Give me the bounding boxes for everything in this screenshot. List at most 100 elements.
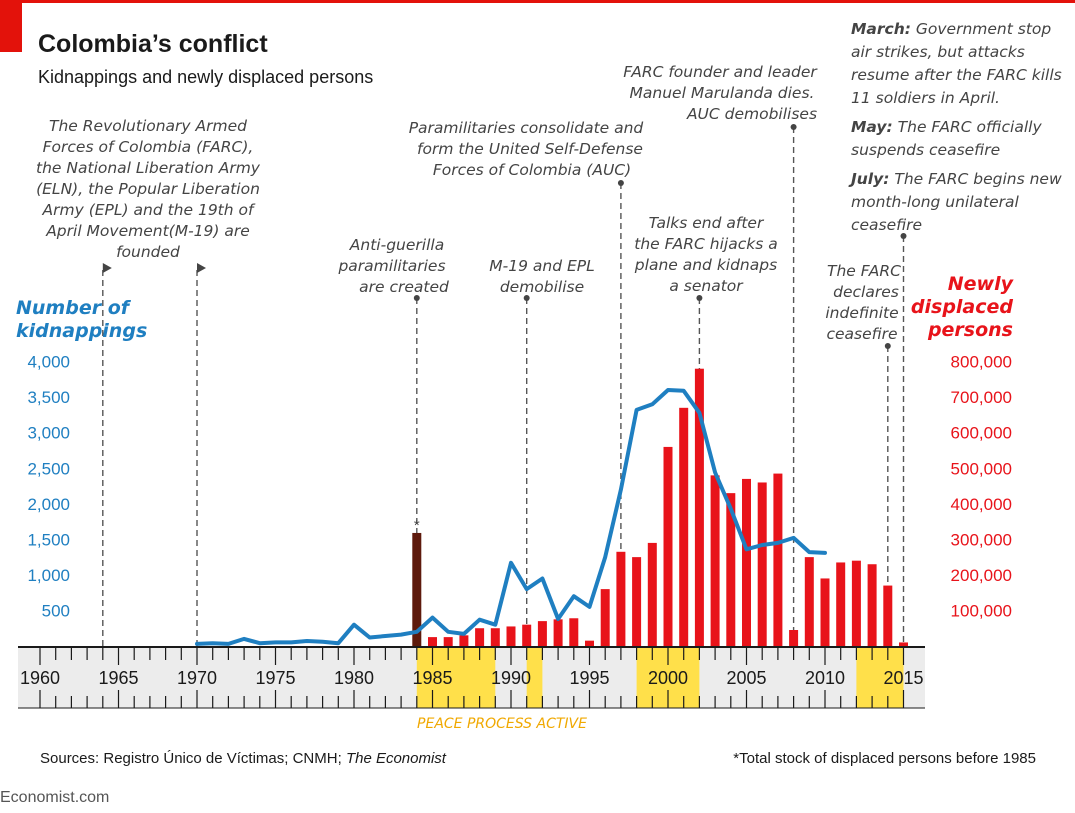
peace-band <box>416 648 496 708</box>
annotation-anti-guerilla: Anti-guerilla paramilitaries are created <box>337 236 449 296</box>
peace-process-label: PEACE PROCESS ACTIVE <box>417 716 587 732</box>
chart-title: Colombia’s conflict <box>38 30 268 58</box>
annotation-july-line: The FARC begins new <box>889 170 1062 188</box>
event-marker-dot <box>413 295 420 301</box>
annotation-founded-line: Forces of Colombia (FARC), <box>43 138 254 156</box>
displaced-bar <box>883 585 893 646</box>
annotation-auc: Paramilitaries consolidate and form the … <box>409 119 644 179</box>
annotation-m19-line: M-19 and EPL <box>489 257 594 275</box>
annotation-july: July: The FARC begins new <box>848 170 1062 188</box>
annotation-may-line: The FARC officially <box>893 118 1043 136</box>
right-tick-label: 300,000 <box>951 530 1012 549</box>
displaced-bar <box>490 628 500 646</box>
event-flag-marker <box>102 263 112 273</box>
right-tick-label: 600,000 <box>951 424 1012 443</box>
displaced-bar <box>459 635 469 646</box>
event-flag-marker <box>197 263 206 273</box>
event-marker-dot <box>523 295 530 301</box>
displaced-bar <box>694 368 704 646</box>
left-tick-label: 1,000 <box>27 566 70 585</box>
peace-band <box>856 648 904 708</box>
displaced-bar <box>742 478 751 646</box>
right-tick-label: 800,000 <box>951 353 1012 372</box>
annotation-anti-guerilla-line: paramilitaries <box>337 257 445 275</box>
brand-top-rule <box>0 0 1075 3</box>
x-tick-label: 1960 <box>20 668 60 688</box>
left-tick-label: 2,000 <box>27 495 70 514</box>
right-tick-label: 400,000 <box>951 495 1012 514</box>
left-axis-title-line-1: Number of <box>16 297 132 319</box>
x-tick-label: 1975 <box>255 668 295 688</box>
displaced-bar <box>632 557 642 646</box>
left-tick-label: 3,500 <box>27 388 70 407</box>
right-tick-label: 100,000 <box>951 601 1012 620</box>
annotation-founded-line: April Movement(M-19) are <box>45 222 250 240</box>
displaced-bar <box>585 640 594 646</box>
x-tick-label: 2000 <box>648 668 688 688</box>
left-axis-ticks: 500 1,000 1,500 2,000 2,500 3,000 3,500 4,000 <box>27 353 70 621</box>
annotation-anti-guerilla-line: are created <box>359 278 449 296</box>
displaced-bar <box>710 475 720 646</box>
annotation-marulanda: FARC founder and leader Manuel Marulanda… <box>623 63 818 123</box>
sources-prefix: Sources: Registro Único de Víctimas; CNM… <box>40 750 346 767</box>
brand-red-tab <box>0 0 22 52</box>
annotation-ceasefire-line: ceasefire <box>826 325 897 343</box>
annotation-founded-line: The Revolutionary Armed <box>49 117 247 135</box>
right-axis-ticks: 100,000 200,000 300,000 400,000 500,000 600,0… <box>951 353 1012 621</box>
annotation-founded-line: (ELN), the Popular Liberation <box>36 180 260 198</box>
displaced-bar <box>569 618 579 646</box>
left-tick-label: 4,000 <box>27 353 70 372</box>
annotation-may: May: The FARC officially <box>851 118 1042 136</box>
peace-band <box>526 648 543 708</box>
annotation-ceasefire-line: indefinite <box>825 304 898 322</box>
x-tick-label: 2005 <box>726 668 766 688</box>
displaced-bar <box>663 446 673 646</box>
annotation-founded-line: Army (EPL) and the 19th of <box>42 201 256 219</box>
displaced-bar <box>475 628 485 646</box>
displaced-bar <box>726 493 736 646</box>
displaced-bar <box>647 542 657 646</box>
stock-bar-asterisk: * <box>414 517 420 534</box>
x-tick-label: 1970 <box>177 668 217 688</box>
annotation-may-label: May: <box>851 118 893 136</box>
annotation-founded-line: the National Liberation Army <box>36 159 261 177</box>
annotation-founded-line: founded <box>116 243 180 261</box>
x-axis: 1960 1965 1970 1975 1980 1985 1990 1995 2000 2005… <box>18 646 925 709</box>
displaced-bar <box>820 578 830 646</box>
right-axis-title-line-1: Newly <box>948 273 1015 295</box>
sources-note: Sources: Registro Único de Víctimas; CNM… <box>40 750 447 767</box>
annotation-talks-end: Talks end after the FARC hijacks a plane… <box>634 214 778 295</box>
event-marker-dot <box>884 343 891 349</box>
displaced-bar <box>616 551 626 646</box>
annotation-founded: The Revolutionary Armed Forces of Colomb… <box>36 117 261 261</box>
event-marker-dot <box>900 233 907 239</box>
x-tick-label: 2010 <box>805 668 845 688</box>
displaced-bar <box>851 560 861 646</box>
annotation-m19: M-19 and EPL demobilise <box>489 257 594 296</box>
annotation-talks-end-line: Talks end after <box>649 214 765 232</box>
displaced-bar <box>428 637 437 646</box>
annotation-auc-line: form the United Self-Defense <box>417 140 643 158</box>
displaced-bar <box>836 562 846 646</box>
event-marker-dot <box>790 124 797 130</box>
annotation-ceasefire-line: declares <box>833 283 899 301</box>
annotation-2015-events: March: Government stop air strikes, but … <box>848 20 1062 234</box>
displaced-bar <box>679 407 689 646</box>
stock-bar-pre-1985 <box>412 532 422 646</box>
displaced-bar <box>789 630 799 646</box>
annotation-march-line: 11 soldiers in April. <box>851 89 1000 107</box>
displaced-bars: * <box>412 368 908 646</box>
right-axis-title-line-2: displaced <box>911 296 1014 318</box>
displaced-bar <box>600 589 610 646</box>
annotation-march-label: March: <box>851 20 911 38</box>
annotation-marulanda-line: AUC demobilises <box>686 105 817 123</box>
right-axis-title: Newly displaced persons <box>911 273 1015 341</box>
displaced-bar <box>757 482 767 646</box>
annotation-talks-end-line: plane and kidnaps <box>634 256 777 274</box>
annotation-ceasefire-line: The FARC <box>827 262 901 280</box>
annotation-ceasefire: The FARC declares indefinite ceasefire <box>825 262 901 343</box>
displaced-bar <box>522 624 532 646</box>
displaced-bar <box>867 564 877 646</box>
sources-italic: The Economist <box>346 750 447 767</box>
right-tick-label: 500,000 <box>951 459 1012 478</box>
